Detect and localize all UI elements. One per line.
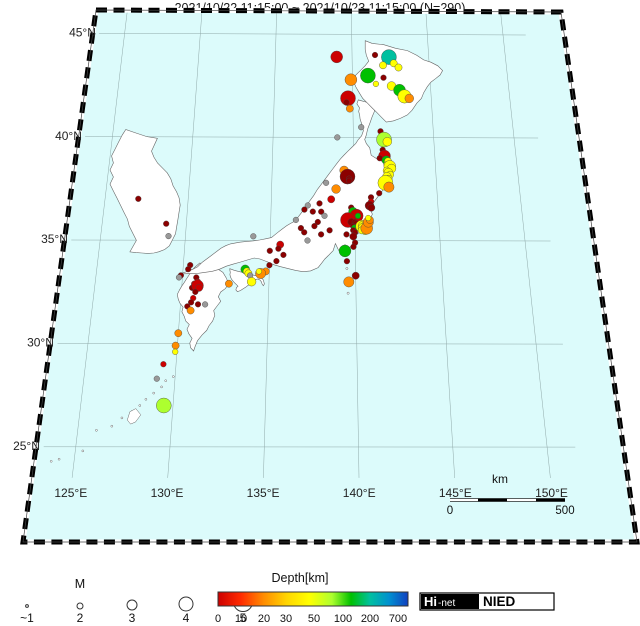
svg-text:45°N: 45°N (69, 25, 96, 39)
svg-text:125°E: 125°E (54, 486, 87, 500)
svg-text:30°N: 30°N (27, 336, 54, 350)
svg-text:25°N: 25°N (13, 439, 40, 453)
svg-text:150°E: 150°E (535, 486, 568, 500)
svg-text:135°E: 135°E (247, 486, 280, 500)
svg-text:40°N: 40°N (55, 129, 82, 143)
svg-text:140°E: 140°E (343, 486, 376, 500)
svg-text:130°E: 130°E (151, 486, 184, 500)
svg-text:145°E: 145°E (439, 486, 472, 500)
svg-text:35°N: 35°N (41, 232, 68, 246)
